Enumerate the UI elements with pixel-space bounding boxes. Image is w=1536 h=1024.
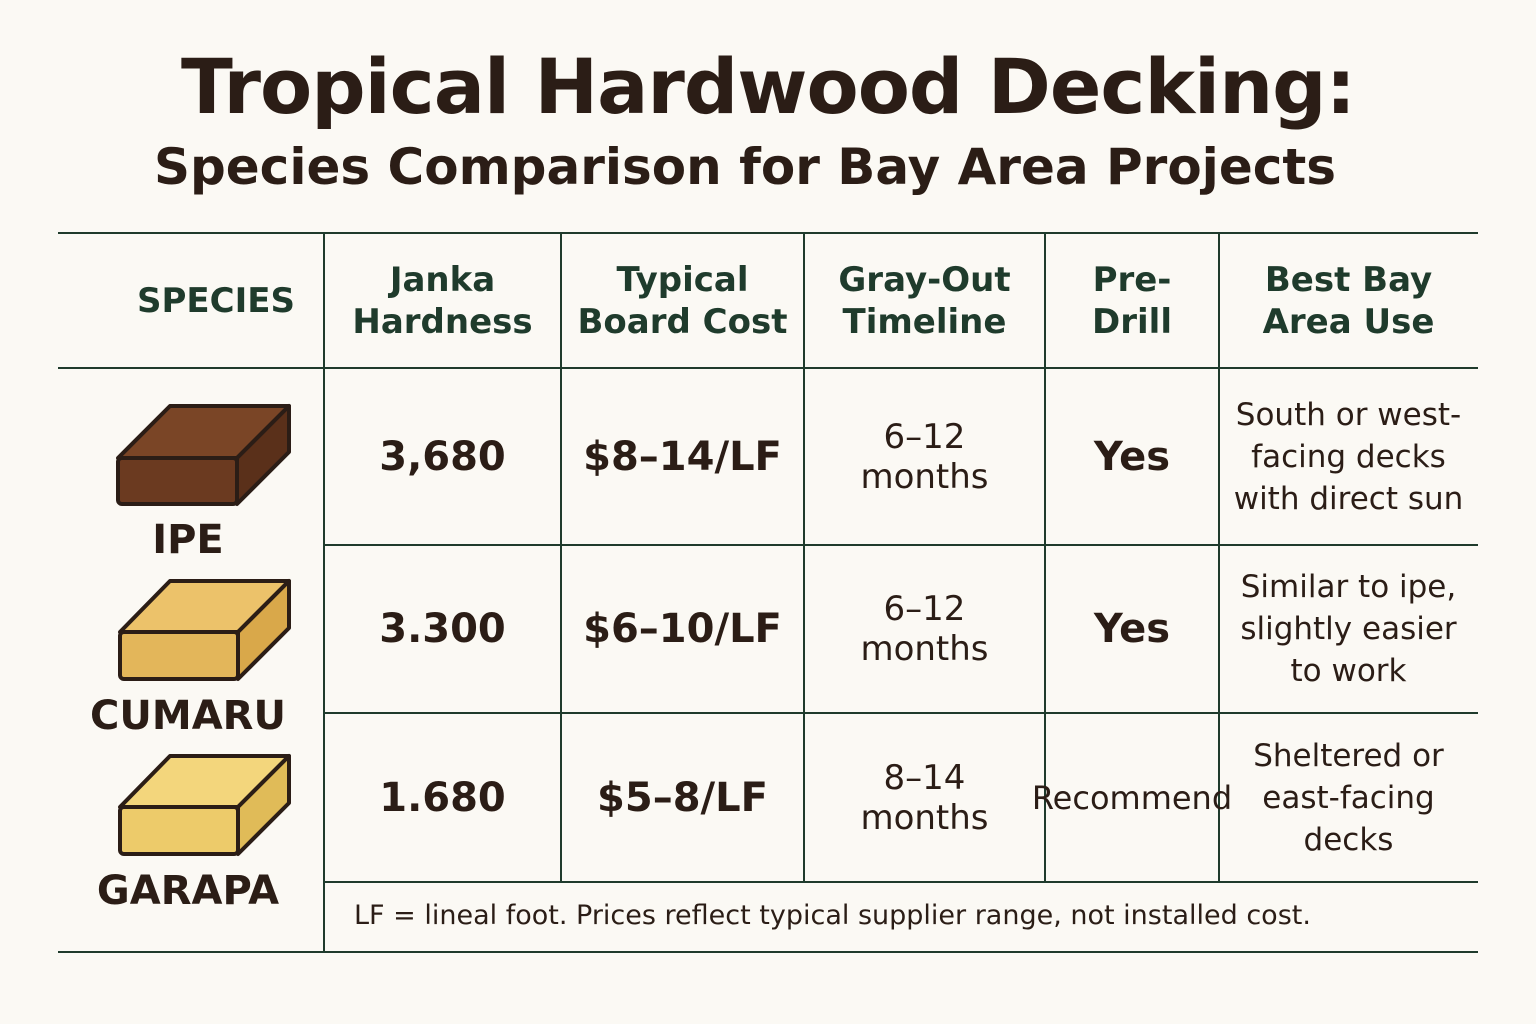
species-name: CUMARU — [90, 693, 286, 739]
species-name: GARAPA — [96, 868, 280, 914]
table-cell: $8–14/LF — [583, 433, 782, 480]
table-cell: South or west-facing decks with direct s… — [1233, 396, 1464, 517]
title: Tropical Hardwood Decking: — [181, 42, 1356, 131]
table-cell: 1.680 — [379, 774, 506, 821]
table-cell: 6–12 months — [860, 589, 989, 669]
column-header: SPECIES — [137, 280, 295, 321]
garapa-block — [118, 754, 291, 856]
table-cell: $5–8/LF — [597, 774, 768, 821]
table-cell: 3,680 — [379, 433, 506, 480]
species-name: IPE — [152, 517, 224, 563]
footnote: LF = lineal foot. Prices reflect typical… — [354, 900, 1311, 931]
table-cell: 8–14 months — [860, 757, 989, 838]
table-cell: Sheltered or east-facing decks — [1253, 737, 1444, 858]
column-header: Janka Hardness — [352, 259, 533, 342]
column-header: Best Bay Area Use — [1262, 259, 1435, 342]
table-cell: Recommend — [1031, 778, 1233, 817]
column-header: Gray-Out Timeline — [838, 259, 1011, 342]
table-cell: 3.300 — [379, 606, 506, 652]
table-cell: Similar to ipe, slightly easier to work — [1240, 569, 1457, 689]
cumaru-block — [118, 579, 291, 681]
column-header: Pre-Drill — [1092, 259, 1172, 342]
column-header: Typical Board Cost — [577, 259, 788, 342]
table-cell: Yes — [1093, 606, 1171, 652]
subtitle: Species Comparison for Bay Area Projects — [153, 138, 1337, 196]
table-cell: $6–10/LF — [583, 606, 782, 652]
table-cell: Yes — [1093, 433, 1171, 480]
ipe-block — [116, 404, 291, 506]
table-cell: 6–12 months — [860, 416, 989, 497]
